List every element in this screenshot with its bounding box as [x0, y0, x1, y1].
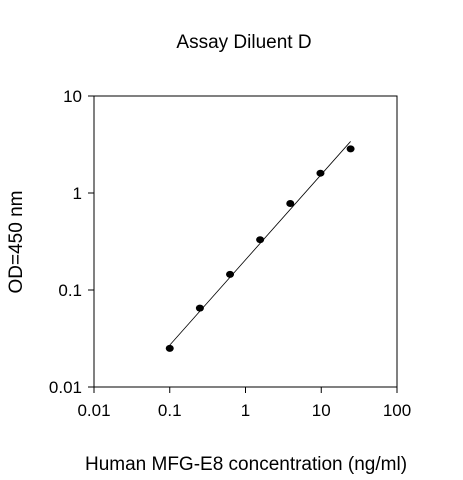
data-point — [226, 270, 235, 278]
y-axis: 0.01 0.1 1 10 — [49, 87, 94, 397]
plot-frame — [93, 95, 398, 388]
x-tick-label: 100 — [383, 401, 411, 420]
x-tick-label: 1 — [241, 401, 250, 420]
data-point — [286, 199, 295, 207]
data-point — [165, 344, 174, 352]
y-tick-label: 10 — [63, 87, 82, 106]
x-tick-label: 0.1 — [158, 401, 182, 420]
x-axis: 0.01 0.1 1 10 100 — [77, 387, 411, 420]
data-point — [256, 236, 265, 244]
data-point — [346, 145, 355, 153]
y-tick-label: 0.1 — [58, 281, 82, 300]
x-axis-label: Human MFG-E8 concentration (ng/ml) — [85, 454, 407, 475]
x-tick-label: 10 — [312, 401, 331, 420]
data-points — [165, 145, 355, 352]
x-tick-label: 0.01 — [77, 401, 110, 420]
data-point — [195, 304, 204, 312]
y-axis-label: OD=450 nm — [6, 191, 27, 294]
chart-title: Assay Diluent D — [176, 32, 311, 53]
y-tick-label: 1 — [73, 184, 82, 203]
data-point — [316, 169, 325, 177]
y-tick-label: 0.01 — [49, 378, 82, 397]
